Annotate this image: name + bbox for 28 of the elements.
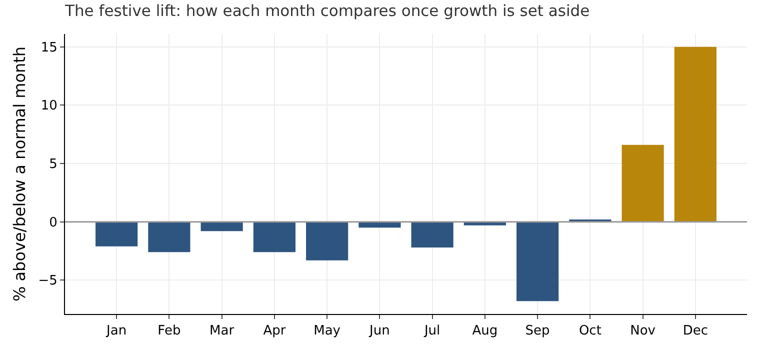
x-tick-label: May	[314, 324, 341, 339]
x-tick-label: Dec	[682, 324, 708, 339]
y-tick-label: 15	[40, 40, 58, 56]
bar	[96, 222, 138, 246]
bar	[148, 222, 190, 252]
x-tick-label: Jun	[368, 324, 390, 339]
bar	[516, 222, 559, 302]
y-tick-label: 10	[40, 98, 58, 114]
x-tick-label: Oct	[578, 324, 602, 339]
x-tick-label: Apr	[263, 324, 286, 339]
y-axis-title: % above/below a normal month	[10, 46, 30, 302]
y-tick-label: 5	[49, 157, 58, 172]
bar	[306, 222, 348, 260]
bar	[411, 222, 454, 248]
x-tick-label: Jan	[106, 324, 127, 339]
bar	[200, 222, 243, 232]
bar	[674, 46, 716, 222]
chart-title: The festive lift: how each month compares once growth is set aside	[64, 2, 590, 20]
bar	[253, 222, 296, 252]
y-tick-label: −5	[38, 274, 58, 289]
x-tick-label: Mar	[210, 324, 235, 339]
x-tick-label: Sep	[525, 324, 550, 339]
y-tick-label: 0	[49, 215, 58, 230]
x-tick-label: Jul	[423, 324, 440, 339]
x-tick-label: Aug	[472, 324, 498, 339]
x-tick-label: Feb	[158, 324, 181, 339]
bar	[622, 144, 664, 222]
x-tick-label: Nov	[630, 324, 656, 339]
